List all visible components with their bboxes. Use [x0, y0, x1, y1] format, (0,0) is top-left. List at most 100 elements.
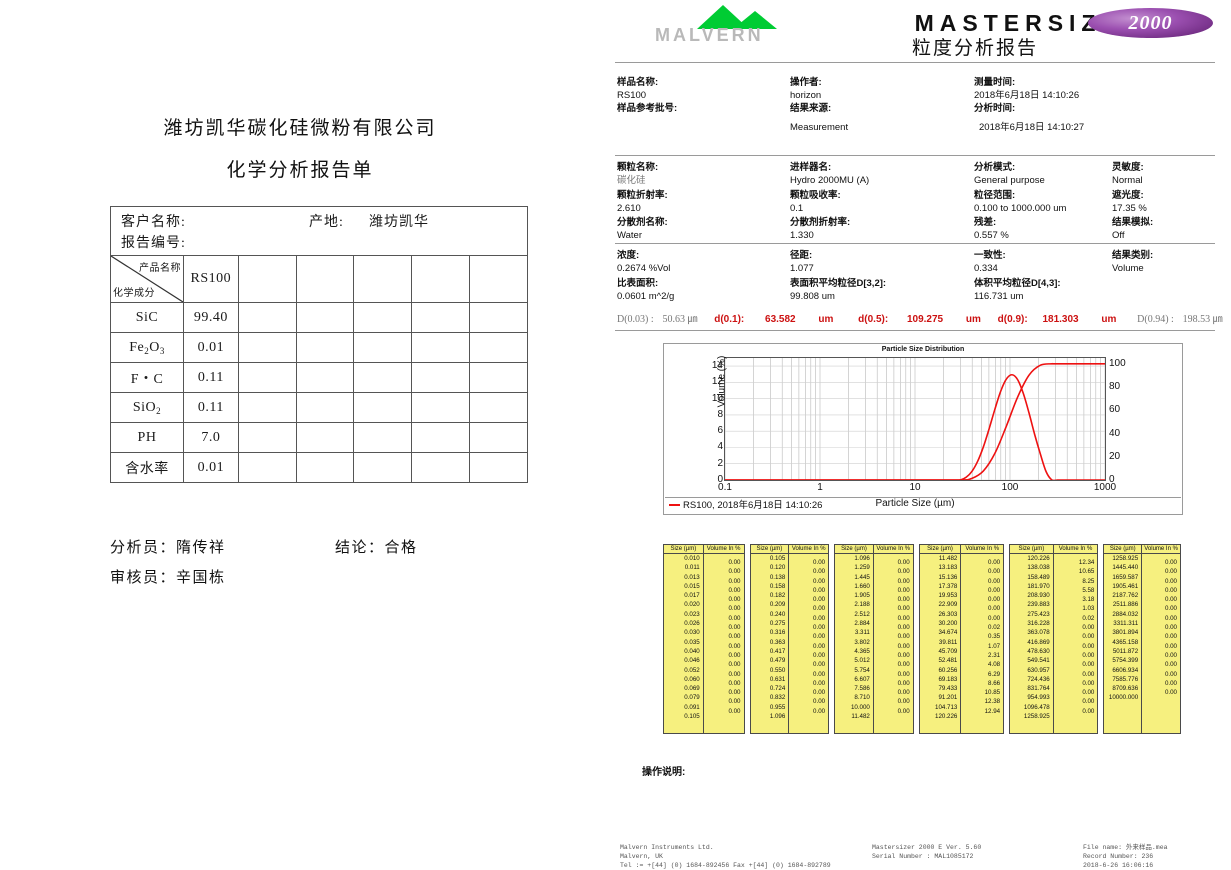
sample-name-label: 样品名称:	[617, 77, 659, 88]
size-cell: 0.479	[769, 657, 786, 665]
y2-axis-tick: 0	[1109, 474, 1115, 485]
row-value-fe2o3: 0.01	[183, 332, 239, 363]
size-column: 11.482 13.183 15.136 17.378 19.953 22.909 26.3…	[920, 554, 962, 733]
y-axis-tick: 10	[711, 392, 723, 404]
row-label-fe2o3: Fe2O3	[110, 332, 184, 363]
volume-cell: 0.00	[988, 586, 1001, 594]
size-cell: 0.023	[684, 610, 700, 618]
size-range-value: 0.100 to 1000.000 um	[974, 203, 1067, 214]
empty-cell	[411, 392, 471, 423]
volume-cell: 6.29	[988, 670, 1001, 678]
size-cell: 1.096	[769, 713, 786, 721]
size-cell: 478.630	[1027, 647, 1050, 655]
reviewer-line: 审核员：辛国栋	[110, 570, 226, 586]
size-cell: 2187.762	[1112, 592, 1139, 600]
volume-cell: 0.02	[988, 624, 1001, 632]
size-cell: 60.256	[938, 666, 958, 674]
concentration-value: 0.2674 %Vol	[617, 263, 671, 274]
volume-cell: 2.31	[988, 651, 1001, 659]
volume-column: 0.00 0.00 0.00 0.00 0.00 0.00 0.00 0.02 0.35 1.07…	[961, 554, 1003, 733]
volume-cell: 0.00	[1082, 679, 1095, 687]
size-cell: 13.183	[938, 564, 958, 572]
divider	[615, 62, 1215, 63]
table-row: PH 7.0	[110, 422, 528, 453]
empty-cell	[469, 452, 528, 483]
analysis-time-label: 分析时间:	[974, 103, 1016, 114]
empty-cell	[295, 302, 355, 333]
result-source-value: Measurement	[790, 122, 849, 133]
size-cell: 0.417	[769, 647, 786, 655]
footer-print-time: 2018-6-26 16:06:16	[1083, 862, 1154, 869]
dispersant-ri-label: 分散剂折射率:	[790, 217, 851, 228]
size-column: 0.010 0.011 0.013 0.015 0.017 0.020 0.023 0.026…	[664, 554, 704, 733]
table-row: SiC 99.40	[110, 302, 528, 333]
volume-cell: 0.00	[813, 633, 826, 641]
corner-product-label: 产品名称	[139, 263, 181, 274]
volume-cell: 0.00	[813, 605, 826, 613]
volume-cell: 0.00	[1164, 661, 1177, 669]
size-cell: 0.035	[684, 638, 700, 646]
origin-value: 潍坊凯华	[369, 215, 429, 230]
volume-cell: 0.00	[1082, 698, 1095, 706]
chart-svg	[725, 358, 1105, 480]
empty-cell	[295, 422, 355, 453]
size-cell: 104.713	[935, 703, 958, 711]
volume-cell: 0.00	[813, 642, 826, 650]
volume-cell: 0.00	[1082, 689, 1095, 697]
analyst-line: 分析员：隋传祥	[110, 540, 226, 556]
row-value-ph: 7.0	[183, 422, 239, 453]
size-volume-table: Size (µm) Volume In % 1.096 1.259 1.445 1.660…	[834, 544, 914, 734]
d09-value: 181.303	[1042, 314, 1079, 325]
result-type-field: 结果类别: Volume	[1112, 249, 1153, 275]
y-axis-tick: 14	[711, 360, 723, 372]
volume-cell: 0.00	[728, 670, 741, 678]
conclusion-line: 结论：合格	[335, 540, 418, 556]
empty-cell	[237, 422, 297, 453]
empty-cell	[411, 255, 471, 303]
size-cell: 0.240	[769, 610, 786, 618]
volume-cell: 0.00	[728, 651, 741, 659]
sample-name-field: 样品名称: RS100	[617, 76, 658, 102]
footer-company-city: Malvern, UK	[620, 853, 663, 860]
volume-cell: 12.38	[984, 698, 1001, 706]
volume-cell: 0.00	[813, 596, 826, 604]
row-value-fc: 0.11	[183, 362, 239, 393]
column-header-size: Size (µm)	[1104, 545, 1143, 553]
particle-name-field: 颗粒名称: 碳化硅	[617, 161, 658, 187]
volume-cell: 0.00	[897, 679, 910, 687]
volume-column: 12.34 10.65 8.25 5.58 3.18 1.03 0.02 0.00 0.00 0.…	[1054, 554, 1098, 733]
size-cell: 6.607	[854, 675, 870, 683]
volume-cell: 0.00	[728, 577, 741, 585]
size-cell: 0.182	[769, 592, 786, 600]
size-cell: 39.811	[938, 638, 958, 646]
dispersant-ri-field: 分散剂折射率: 1.330	[790, 216, 850, 242]
volume-cell: 4.08	[988, 661, 1001, 669]
size-cell: 3.802	[854, 638, 870, 646]
volume-cell: 0.00	[1164, 577, 1177, 585]
volume-cell: 0.00	[1082, 661, 1095, 669]
volume-cell: 0.00	[897, 559, 910, 566]
empty-cell	[353, 302, 413, 333]
empty-cell	[411, 332, 471, 363]
volume-cell: 0.00	[813, 559, 826, 566]
size-cell: 15.136	[938, 573, 958, 581]
volume-cell: 0.00	[813, 568, 826, 576]
size-range-field: 粒径范围: 0.100 to 1000.000 um	[974, 189, 1066, 215]
size-cell: 0.158	[769, 582, 786, 590]
report-number-label: 报告编号:	[121, 236, 186, 251]
size-cell: 0.030	[684, 629, 700, 637]
volume-cell: 0.00	[728, 661, 741, 669]
volume-cell: 0.00	[813, 651, 826, 659]
volume-cell: 0.00	[728, 596, 741, 604]
size-column: 1.096 1.259 1.445 1.660 1.905 2.188 2.512 2.884…	[835, 554, 874, 733]
origin-label: 产地:	[309, 215, 344, 230]
footer-company-name: Malvern Instruments Ltd.	[620, 844, 714, 851]
result-source-label: 结果来源:	[790, 103, 832, 114]
analysis-time-field: 分析时间: 2018年6月18日 14:10:27	[974, 102, 1084, 134]
size-cell: 79.433	[938, 685, 958, 693]
size-cell: 120.226	[1027, 555, 1050, 562]
empty-cell	[469, 362, 528, 393]
row-value-moisture: 0.01	[183, 452, 239, 483]
column-header-size: Size (µm)	[1010, 545, 1054, 553]
